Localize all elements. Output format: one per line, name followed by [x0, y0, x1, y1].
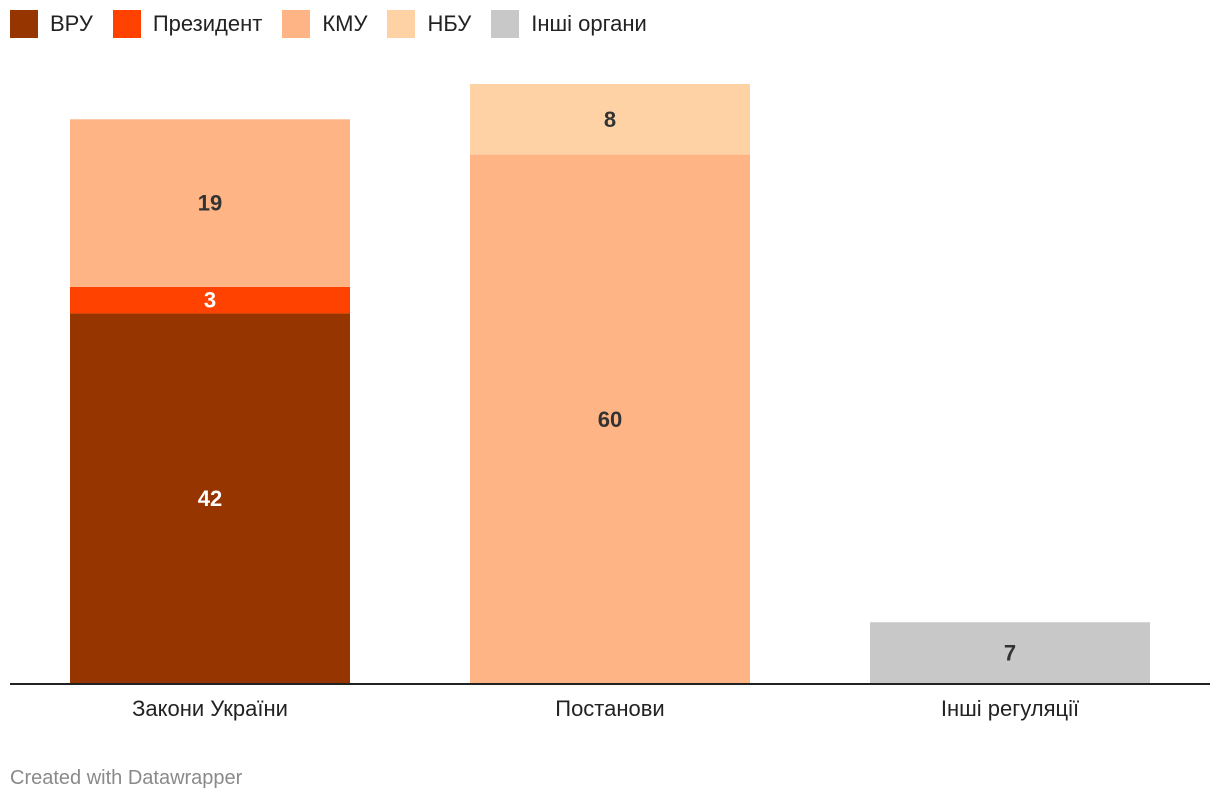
bar-value-label: 7 [1004, 641, 1016, 666]
chart-legend: ВРУ Президент КМУ НБУ Інші органи [10, 10, 667, 38]
legend-swatch [491, 10, 520, 38]
bar-segment [70, 119, 350, 287]
category-label: Постанови [555, 696, 664, 721]
category-label: Інші регуляції [941, 696, 1079, 721]
legend-item: НБУ [387, 10, 471, 38]
legend-label: НБУ [427, 11, 472, 36]
bar-value-label: 60 [598, 407, 622, 432]
legend-swatch [282, 10, 311, 38]
legend-label: КМУ [322, 11, 368, 36]
legend-label: Президент [152, 11, 263, 36]
legend-swatch [10, 10, 38, 38]
legend-swatch [112, 10, 141, 38]
legend-label: Інші органи [531, 11, 647, 36]
legend-label: ВРУ [50, 11, 93, 36]
bar-value-label: 19 [198, 191, 222, 216]
credit-text: Created with Datawrapper [10, 767, 243, 789]
legend-item: Інші органи [491, 10, 647, 38]
bar-value-label: 8 [604, 107, 616, 132]
bar-segment [70, 286, 350, 314]
bar-segment [870, 622, 1150, 684]
bar-segment [470, 84, 750, 155]
legend-item: КМУ [282, 10, 367, 38]
category-label: Закони України [132, 696, 288, 721]
legend-swatch [387, 10, 416, 38]
legend-item: ВРУ [10, 10, 93, 38]
bar-value-label: 42 [198, 486, 222, 511]
legend-item: Президент [112, 10, 263, 38]
bar-segment [70, 313, 350, 684]
bar-segment [470, 154, 750, 684]
bar-value-label: 3 [204, 288, 216, 313]
